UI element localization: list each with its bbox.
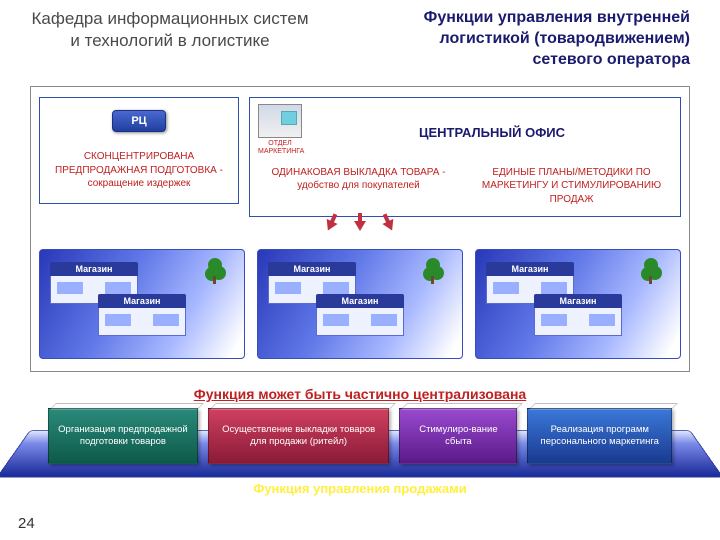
func-block-3: Стимулиро-вание сбыта	[399, 408, 517, 464]
marketing-label: ОТДЕЛ МАРКЕТИНГА	[258, 140, 302, 155]
function-bar: Организация предпродажной подготовки тов…	[30, 408, 690, 498]
office-col-1: ОДИНАКОВАЯ ВЫКЛАДКА ТОВАРА - удобство дл…	[258, 166, 459, 207]
office-title: ЦЕНТРАЛЬНЫЙ ОФИС	[312, 125, 672, 140]
rc-panel: РЦ СКОНЦЕНТРИРОВАНА ПРЕДПРОДАЖНАЯ ПОДГОТ…	[39, 97, 239, 204]
tree-icon	[644, 258, 658, 272]
shop-group: Магазин Магазин	[39, 249, 245, 359]
shop-group: Магазин Магазин	[475, 249, 681, 359]
shops-row: Магазин Магазин Магазин Магазин Магазин …	[39, 249, 681, 359]
func-block-2: Осуществление выкладки товаров для прода…	[208, 408, 390, 464]
rc-badge: РЦ	[112, 110, 165, 132]
arrow-down-icon	[354, 221, 366, 231]
office-col-2: ЕДИНЫЕ ПЛАНЫ/МЕТОДИКИ ПО МАРКЕТИНГУ И СТ…	[471, 166, 672, 207]
main-diagram-box: РЦ СКОНЦЕНТРИРОВАНА ПРЕДПРОДАЖНАЯ ПОДГОТ…	[30, 86, 690, 372]
subtitle: Функция может быть частично централизова…	[0, 386, 720, 402]
office-panel: ОТДЕЛ МАРКЕТИНГА ЦЕНТРАЛЬНЫЙ ОФИС ОДИНАК…	[249, 97, 681, 217]
shop-group: Магазин Магазин	[257, 249, 463, 359]
tree-icon	[208, 258, 222, 272]
shop-icon: Магазин	[98, 294, 186, 336]
arrow-down-icon	[382, 219, 397, 233]
department-title: Кафедра информационных систем и технолог…	[30, 8, 310, 70]
shop-icon: Магазин	[534, 294, 622, 336]
func-block-1: Организация предпродажной подготовки тов…	[48, 408, 198, 464]
arrow-down-icon	[322, 219, 337, 233]
func-block-4: Реализация программ персонального маркет…	[527, 408, 672, 464]
marketing-photo-icon	[258, 104, 302, 138]
shop-icon: Магазин	[316, 294, 404, 336]
arrows-row	[39, 221, 681, 243]
tree-icon	[426, 258, 440, 272]
slide-title: Функции управления внутренней логистикой…	[390, 8, 690, 70]
rc-caption: СКОНЦЕНТРИРОВАНА ПРЕДПРОДАЖНАЯ ПОДГОТОВК…	[46, 150, 232, 191]
plinth-label: Функция управления продажами	[30, 481, 690, 496]
page-number: 24	[18, 515, 35, 532]
